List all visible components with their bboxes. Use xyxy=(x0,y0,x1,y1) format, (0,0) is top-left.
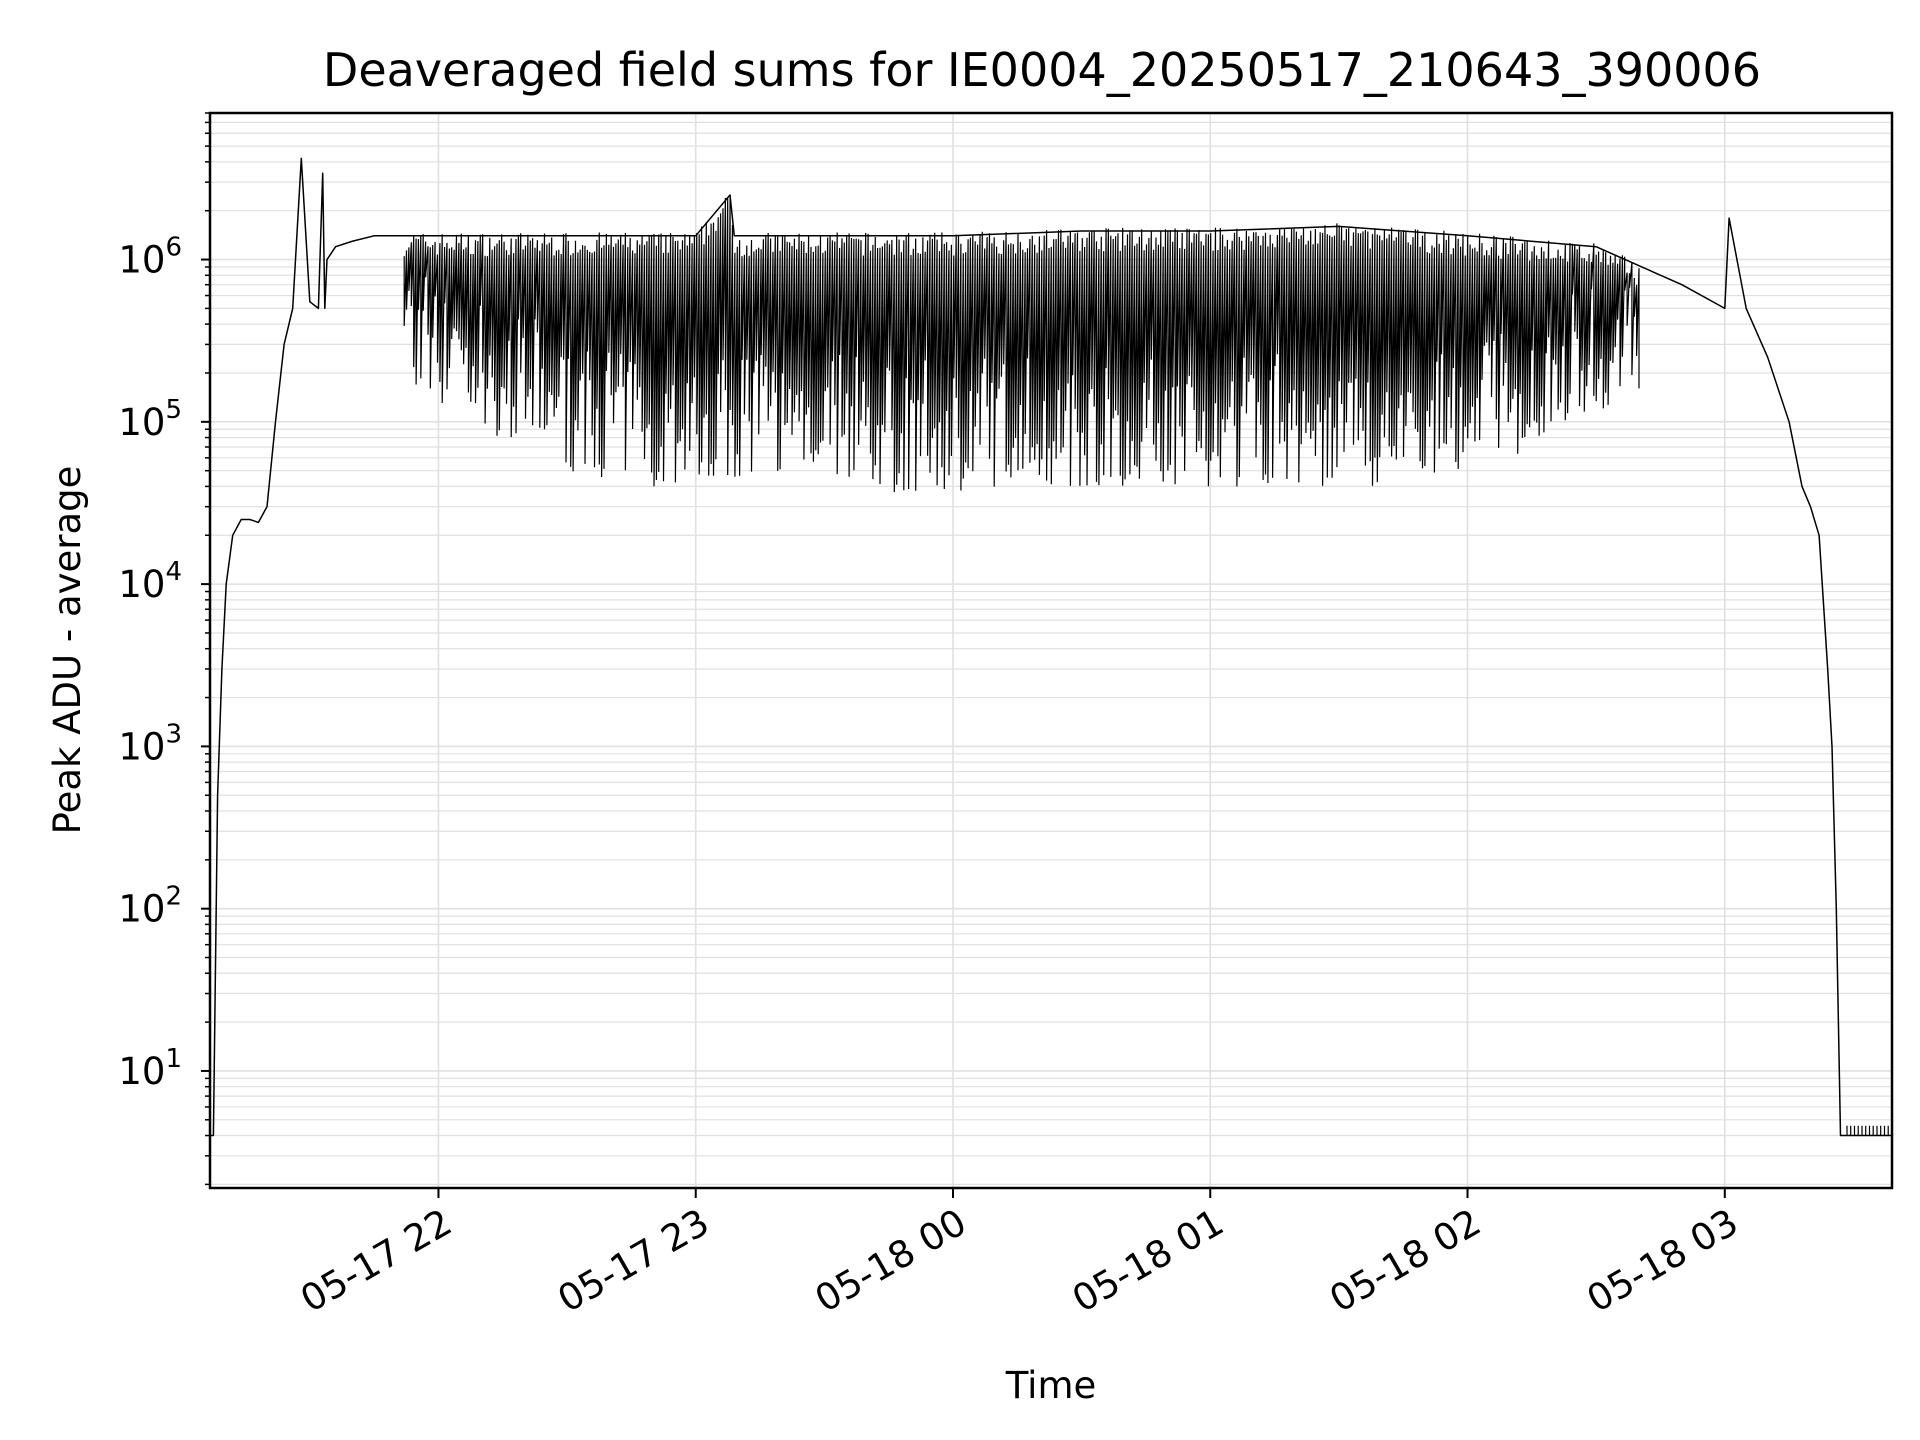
series-group xyxy=(210,157,1892,1137)
plot-frame xyxy=(208,111,1894,1190)
series-line xyxy=(210,157,1892,1137)
y-tick-exponent: 6 xyxy=(165,233,182,263)
chart-title: Deaveraged field sums for IE0004_2025051… xyxy=(323,43,1761,97)
x-axis-label: Time xyxy=(1005,1364,1097,1407)
series-tail-ticks xyxy=(1846,1125,1889,1136)
y-axis-label: Peak ADU - average xyxy=(46,466,89,835)
y-tick-exponent: 4 xyxy=(165,557,182,587)
y-tick-exponent: 5 xyxy=(165,395,182,425)
series-dips xyxy=(403,197,1640,493)
y-tick-label: 106 xyxy=(118,233,182,282)
grid xyxy=(210,112,1892,1188)
y-tick-exponent: 2 xyxy=(165,882,182,912)
y-tick-exponent: 3 xyxy=(165,719,182,749)
y-tick-exponent: 1 xyxy=(165,1044,182,1074)
